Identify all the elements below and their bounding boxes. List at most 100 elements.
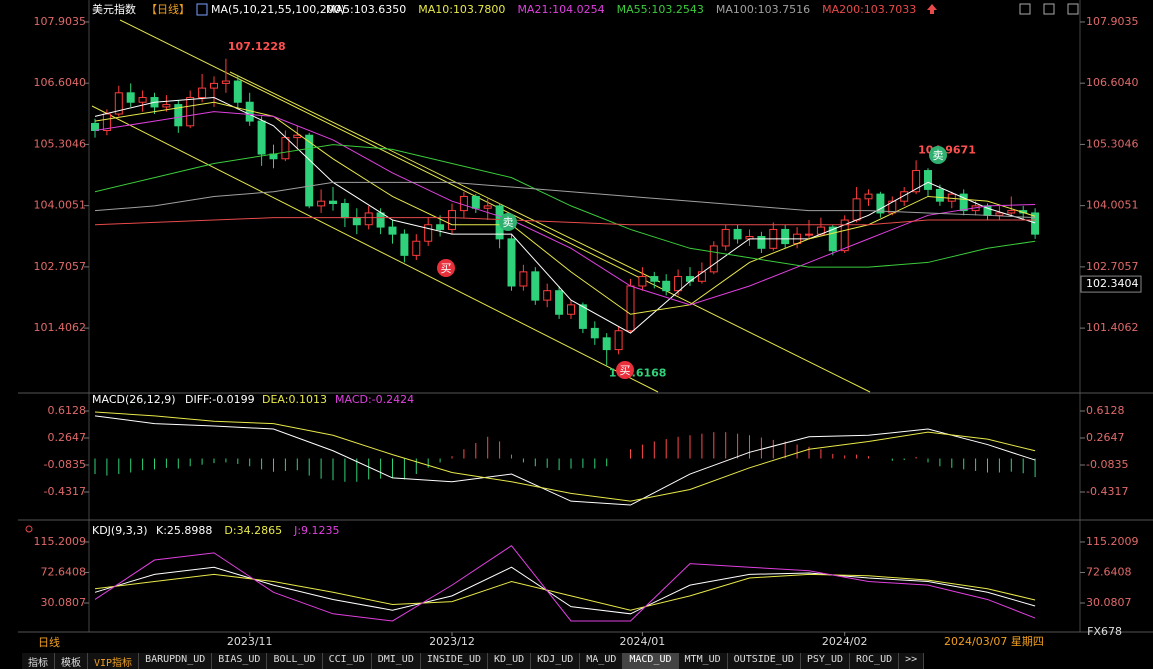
- indicator-tab[interactable]: >>: [899, 653, 925, 669]
- x-tick-label: 2023/11: [227, 635, 273, 648]
- icon: [196, 3, 208, 16]
- indicator-tab[interactable]: DMI_UD: [371, 653, 421, 669]
- y-tick-label: 0.2647: [48, 431, 87, 444]
- y-tick-label: 0.2647: [1086, 431, 1125, 444]
- candle-body: [959, 193, 968, 212]
- indicator-tab[interactable]: 指标: [22, 653, 55, 669]
- candle-body: [138, 97, 147, 103]
- candle-body: [174, 104, 183, 127]
- legend-entry: MA5:103.6350: [326, 3, 406, 16]
- kdj-legend: K:25.8988: [156, 524, 212, 537]
- y-tick-label: -0.4317: [44, 485, 86, 498]
- indicator-tab[interactable]: KDJ_UD: [531, 653, 581, 669]
- y-tick-label: 105.3046: [1086, 137, 1139, 150]
- candle-body: [757, 236, 766, 249]
- y-tick-label: 102.7057: [1086, 260, 1139, 273]
- candle-body: [91, 122, 99, 132]
- candle-body: [448, 210, 456, 230]
- ma-line: [94, 217, 1036, 226]
- candle-body: [388, 226, 397, 235]
- indicator-tab[interactable]: MACD_UD: [623, 653, 679, 669]
- indicator-tab[interactable]: ROC_UD: [850, 653, 900, 669]
- indicator-tab[interactable]: MTM_UD: [678, 653, 728, 669]
- kdj-legend: J:9.1235: [293, 524, 339, 537]
- candle-body: [567, 304, 575, 315]
- trend-line: [91, 105, 659, 393]
- candle-body: [305, 134, 314, 207]
- indicator-tab[interactable]: VIP指标: [88, 653, 140, 669]
- legend-entry: MA55:103.2543: [617, 3, 704, 16]
- signal-marker: [437, 259, 455, 277]
- candle-body: [198, 87, 207, 99]
- signal-label: 卖: [503, 216, 514, 229]
- y-tick-label: 115.2009: [1086, 535, 1139, 548]
- candle-body: [805, 233, 813, 236]
- chart-title: 美元指数: [92, 2, 136, 16]
- y-tick-label: -0.4317: [1086, 485, 1128, 498]
- macd-diff-label: DIFF:-0.0199: [185, 393, 255, 406]
- window-button[interactable]: [1043, 3, 1055, 15]
- candle-body: [257, 120, 266, 155]
- icon: [25, 525, 33, 533]
- indicator-tab[interactable]: KD_UD: [488, 653, 532, 669]
- macd-dea-label: DEA:0.1013: [262, 393, 327, 406]
- dea-line: [94, 411, 1036, 502]
- x-tick-label: 2024/01: [620, 635, 666, 648]
- period-label: 【日线】: [146, 2, 190, 16]
- candle-body: [650, 276, 659, 282]
- indicator-tab[interactable]: INSIDE_UD: [420, 653, 489, 669]
- candle-body: [114, 92, 123, 115]
- candle-body: [828, 226, 837, 252]
- candle-body: [912, 170, 921, 193]
- x-tick-label: 2023/12: [429, 635, 475, 648]
- candle-body: [781, 228, 790, 245]
- candle-body: [1031, 212, 1040, 235]
- indicator-tabs: 指标 模板 VIP指标 BARUPDN_UD BIAS_UD BOLL_UD CCI_UD D…: [22, 653, 925, 669]
- y-tick-label: 107.9035: [1086, 15, 1139, 28]
- indicator-tab[interactable]: PSY_UD: [800, 653, 850, 669]
- candle-body: [329, 200, 337, 205]
- y-tick-label: 115.2009: [34, 535, 87, 548]
- candle-body: [210, 82, 218, 89]
- trend-line: [229, 71, 661, 283]
- candle-body: [709, 245, 718, 273]
- candle-body: [674, 276, 683, 292]
- indicator-tab[interactable]: OUTSIDE_UD: [727, 653, 801, 669]
- signal-label: 买: [620, 364, 631, 377]
- candle-body: [364, 212, 373, 226]
- candle-body: [555, 290, 564, 315]
- alert-icon: [927, 4, 937, 14]
- candle-body: [459, 195, 468, 212]
- candle-body: [840, 219, 849, 252]
- ma-line: [94, 144, 1036, 268]
- window-button[interactable]: [1019, 3, 1031, 15]
- candle-body: [376, 212, 385, 228]
- legend-entry: MA200:103.7033: [822, 3, 916, 16]
- indicator-tab[interactable]: CCI_UD: [322, 653, 372, 669]
- candle-body: [233, 80, 242, 103]
- indicator-tab[interactable]: BIAS_UD: [212, 653, 268, 669]
- y-tick-label: 105.3046: [34, 137, 87, 150]
- watermark: FX678: [1087, 625, 1122, 638]
- candle-body: [507, 238, 516, 287]
- indicator-tab[interactable]: 模板: [55, 653, 88, 669]
- y-tick-label: 101.4062: [1086, 321, 1139, 334]
- candle-body: [400, 233, 409, 256]
- signal-marker: [929, 146, 947, 164]
- macd-value-label: MACD:-0.2424: [335, 393, 414, 406]
- kdj-line: [94, 545, 1036, 622]
- candle-body: [721, 228, 730, 247]
- trend-line: [119, 19, 871, 393]
- indicator-tab[interactable]: BARUPDN_UD: [139, 653, 213, 669]
- candle-body: [578, 304, 587, 329]
- window-button[interactable]: [1067, 3, 1079, 15]
- period-tab[interactable]: 日线: [38, 635, 60, 649]
- candle-body: [340, 203, 349, 219]
- y-tick-label: -0.0835: [44, 458, 86, 471]
- y-tick-label: 104.0051: [1086, 199, 1139, 212]
- indicator-tab[interactable]: MA_UD: [580, 653, 624, 669]
- y-tick-label: 72.6408: [1086, 565, 1132, 578]
- indicator-tab[interactable]: BOLL_UD: [267, 653, 323, 669]
- y-tick-label: 30.0807: [41, 596, 87, 609]
